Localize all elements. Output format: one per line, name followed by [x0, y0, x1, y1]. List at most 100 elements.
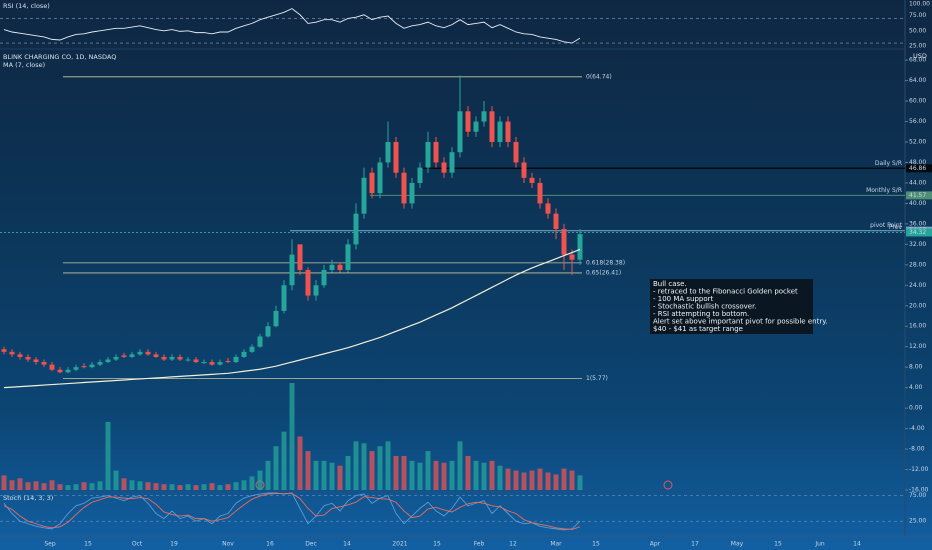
y-tick-label: 32.00 [909, 241, 926, 248]
candle-body [553, 213, 559, 229]
y-tick-label: 4.00 [909, 384, 923, 391]
candle-body [329, 264, 335, 270]
y-tick-label: 20.00 [909, 302, 926, 309]
level-name: pivot Point [870, 222, 903, 229]
volume-bar [553, 474, 559, 490]
volume-bar [465, 455, 471, 490]
price-tag-label: 41.57 [909, 192, 926, 199]
volume-bar [57, 484, 63, 490]
volume-bar [25, 482, 31, 490]
candle-body [433, 142, 439, 163]
candle-body [265, 326, 271, 337]
candle-body [225, 361, 231, 363]
volume-bar [41, 483, 47, 490]
volume-bar [1, 475, 7, 490]
price-tag [906, 164, 932, 173]
volume-bar [73, 484, 79, 490]
y-tick-label: -16.00 [909, 487, 929, 494]
volume-bar [161, 484, 167, 490]
candle-body [537, 182, 543, 204]
candle-body [457, 111, 463, 153]
volume-bar [289, 383, 295, 490]
candle-body [337, 264, 343, 270]
volume-bar [65, 485, 71, 490]
x-tick-label: Jun [814, 541, 825, 548]
candle-body [505, 121, 511, 142]
candle-body [449, 152, 455, 173]
volume-bar [113, 470, 119, 490]
note-line: - retraced to the Fibonacci Golden pocke… [653, 288, 798, 296]
volume-bar [265, 460, 271, 490]
volume-bar [577, 475, 583, 490]
candle-body [241, 351, 247, 357]
candle-body [577, 234, 583, 260]
volume-bar [9, 480, 15, 490]
candle-body [489, 111, 495, 142]
candle-body [169, 356, 175, 360]
level-name: Prev [889, 224, 903, 231]
y-tick-label: 8.00 [909, 364, 923, 371]
event-icon[interactable] [663, 480, 673, 490]
candle-body [49, 364, 55, 370]
fib-label: 0(64.74) [586, 73, 612, 80]
volume-bar [433, 460, 439, 490]
volume-bar [537, 468, 543, 490]
volume-bar [81, 482, 87, 490]
candle-body [473, 121, 479, 132]
rsi-tick-label: 25.00 [909, 43, 926, 50]
volume-bar [121, 478, 127, 490]
rsi-tick-label: 75.00 [909, 12, 926, 19]
y-tick-label: 44.00 [909, 179, 926, 186]
volume-bar [377, 446, 383, 490]
volume-bar [129, 480, 135, 490]
volume-bar [281, 431, 287, 490]
volume-bar [145, 482, 151, 490]
candle-body [273, 310, 279, 327]
candle-body [529, 177, 535, 183]
y-tick-label: 24.00 [909, 282, 926, 289]
note-line: Bull case. [653, 280, 687, 288]
volume-bar [153, 483, 159, 490]
candle-body [121, 355, 127, 357]
volume-bar [209, 483, 215, 490]
candle-body [569, 254, 575, 260]
candle-body [305, 269, 311, 296]
candle-body [345, 244, 351, 270]
candle-body [289, 254, 295, 286]
y-tick-label: 52.00 [909, 139, 926, 146]
ma-title: MA (7, close) [3, 61, 45, 69]
candle-body [193, 359, 199, 363]
x-tick-label: 15 [592, 541, 600, 548]
volume-bar [561, 468, 567, 490]
volume-bar [505, 468, 511, 490]
candle-body [73, 367, 79, 370]
fib-label: 0.618(28.38) [586, 259, 625, 266]
candle-body [33, 359, 39, 363]
y-tick-label: -12.00 [909, 466, 929, 473]
candle-body [377, 162, 383, 194]
volume-bar [177, 485, 183, 490]
candle-body [409, 182, 415, 204]
volume-bar [49, 480, 55, 490]
candle-body [441, 162, 447, 173]
volume-bar [385, 441, 391, 490]
volume-bar [569, 470, 575, 490]
volume-bar [393, 455, 399, 490]
x-tick-label: 19 [170, 541, 178, 548]
note-box: Bull case.- retraced to the Fibonacci Go… [650, 279, 828, 334]
y-tick-label: -4.00 [909, 425, 925, 432]
x-tick-label: 15 [84, 541, 92, 548]
level-name: Daily S/R [875, 160, 902, 167]
stoch-line [3, 493, 581, 530]
candle-body [113, 356, 119, 360]
x-tick-label: Nov [222, 541, 234, 548]
candle-body [297, 244, 303, 270]
x-tick-label: 15 [433, 541, 441, 548]
volume-bar [305, 451, 311, 490]
x-tick-label: Oct [132, 541, 143, 548]
x-tick-label: 17 [691, 541, 699, 548]
stoch-tick-label: 75.00 [909, 492, 926, 499]
rsi-tick-label: 50.00 [909, 27, 926, 34]
volume-bar [297, 436, 303, 490]
candle-body [465, 111, 471, 132]
